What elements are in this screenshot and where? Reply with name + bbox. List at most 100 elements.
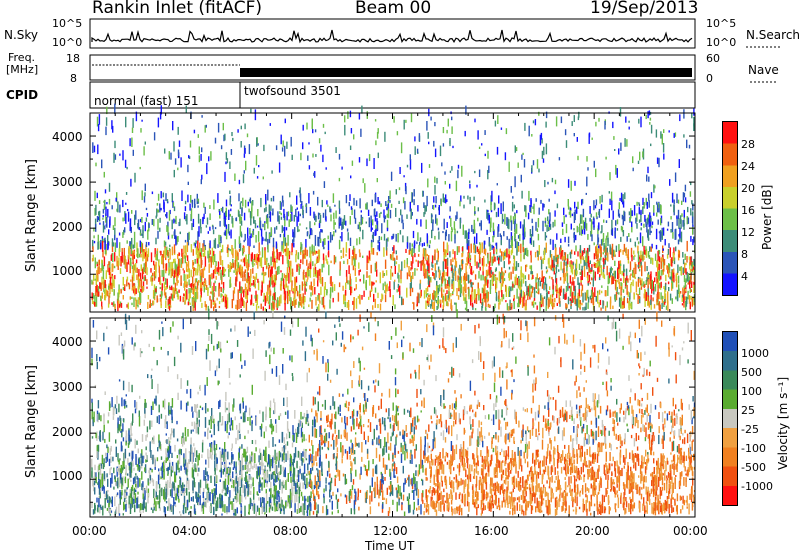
range-gate-cell <box>648 301 650 308</box>
range-gate-cell <box>622 345 624 350</box>
range-gate-cell <box>133 264 135 273</box>
range-gate-cell <box>630 282 633 286</box>
range-gate-cell <box>609 172 611 181</box>
range-gate-cell <box>653 435 655 442</box>
range-gate-cell <box>248 208 250 213</box>
range-gate-cell <box>548 209 550 215</box>
range-gate-cell <box>541 295 543 305</box>
range-gate-cell <box>250 233 252 239</box>
range-gate-cell <box>273 274 275 283</box>
range-gate-cell <box>599 510 601 514</box>
range-gate-cell <box>92 254 94 262</box>
range-gate-cell <box>118 232 121 236</box>
range-gate-cell <box>161 256 163 265</box>
range-gate-cell <box>632 273 635 277</box>
range-gate-cell <box>651 243 653 249</box>
range-gate-cell <box>262 497 264 504</box>
range-gate-cell <box>493 249 495 260</box>
range-gate-cell <box>675 246 677 252</box>
range-gate-cell <box>517 242 520 246</box>
range-gate-cell <box>219 267 221 270</box>
range-gate-cell <box>507 480 509 491</box>
range-gate-cell <box>665 461 667 472</box>
nsearch-tick-top: 10^5 <box>706 17 737 30</box>
range-gate-cell <box>475 483 477 493</box>
range-gate-cell <box>231 132 233 137</box>
range-gate-cell <box>432 301 434 309</box>
range-gate-cell <box>667 291 669 302</box>
range-gate-cell <box>135 401 138 410</box>
range-gate-cell <box>113 301 115 307</box>
range-gate-cell <box>595 121 597 127</box>
range-gate-cell <box>291 272 294 277</box>
range-gate-cell <box>307 155 309 161</box>
range-gate-cell <box>184 239 187 243</box>
range-gate-cell <box>301 281 304 291</box>
range-gate-cell <box>586 156 588 162</box>
range-gate-cell <box>200 288 202 294</box>
range-gate-cell <box>576 458 578 464</box>
range-gate-cell <box>405 119 407 123</box>
range-gate-cell <box>619 267 622 275</box>
range-gate-cell <box>485 459 487 467</box>
range-gate-cell <box>164 292 167 298</box>
range-gate-cell <box>611 219 613 230</box>
range-gate-cell <box>185 105 187 114</box>
range-gate-cell <box>474 211 476 214</box>
range-gate-cell <box>633 294 635 300</box>
range-gate-cell <box>588 262 590 268</box>
range-gate-cell <box>595 199 598 206</box>
range-gate-cell <box>311 408 313 413</box>
range-gate-cell <box>344 301 346 308</box>
range-gate-cell <box>333 231 335 237</box>
range-gate-cell <box>290 204 292 214</box>
range-gate-cell <box>100 242 102 250</box>
range-gate-cell <box>474 390 476 396</box>
range-gate-cell <box>228 231 231 236</box>
range-gate-cell <box>434 249 436 261</box>
range-gate-cell <box>212 302 215 305</box>
range-gate-cell <box>186 289 188 300</box>
range-gate-cell <box>666 254 669 259</box>
range-gate-cell <box>150 252 153 263</box>
range-gate-cell <box>170 305 172 308</box>
range-gate-cell <box>327 240 330 251</box>
range-gate-cell <box>344 294 346 301</box>
range-gate-cell <box>113 288 115 296</box>
range-gate-cell <box>587 234 589 240</box>
range-gate-cell <box>250 214 252 226</box>
range-gate-cell <box>305 438 307 441</box>
range-gate-cell <box>239 264 241 272</box>
range-gate-cell <box>660 275 662 280</box>
range-gate-cell <box>252 280 255 286</box>
range-gate-cell <box>692 211 694 217</box>
range-gate-cell <box>605 257 608 261</box>
range-gate-cell <box>248 245 250 255</box>
range-gate-cell <box>255 155 258 166</box>
range-gate-cell <box>324 209 327 221</box>
range-gate-cell <box>163 240 166 247</box>
range-gate-cell <box>281 147 284 152</box>
range-gate-cell <box>96 272 99 276</box>
range-gate-cell <box>605 235 608 240</box>
range-gate-cell <box>258 242 260 253</box>
range-gate-cell <box>271 170 273 174</box>
range-gate-cell <box>556 203 559 209</box>
range-gate-cell <box>625 277 628 286</box>
range-gate-cell <box>230 208 232 212</box>
range-gate-cell <box>520 458 522 467</box>
range-gate-cell <box>574 285 576 297</box>
range-gate-cell <box>523 451 525 459</box>
range-gate-cell <box>229 213 231 217</box>
range-gate-cell <box>467 274 470 284</box>
range-gate-cell <box>592 278 594 287</box>
range-gate-cell <box>293 242 295 248</box>
range-gate-cell <box>321 263 323 273</box>
range-gate-cell <box>218 301 221 305</box>
range-gate-cell <box>121 489 123 496</box>
range-gate-cell <box>386 219 389 230</box>
range-gate-cell <box>427 293 429 296</box>
range-gate-cell <box>492 283 494 286</box>
range-gate-cell <box>545 305 547 311</box>
range-gate-cell <box>159 111 162 120</box>
